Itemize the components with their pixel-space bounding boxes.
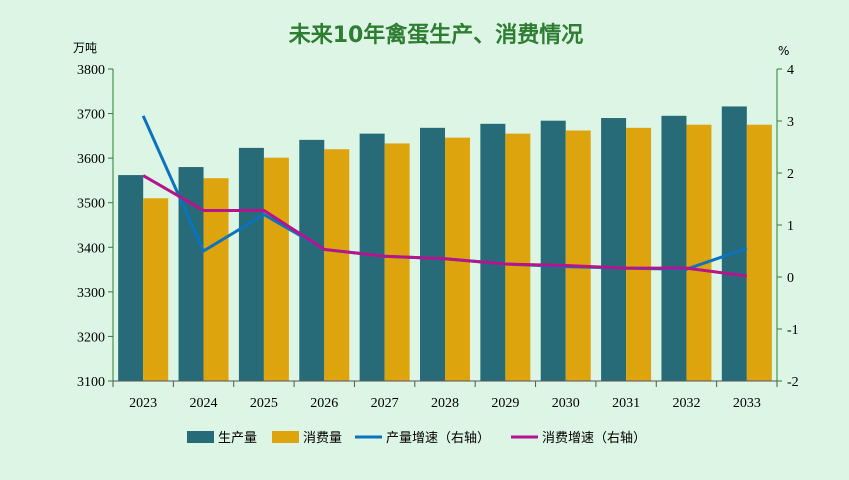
bar-consumption-2027 <box>384 143 410 381</box>
left-tick-label: 3100 <box>77 375 105 390</box>
bar-production-2023 <box>118 175 144 381</box>
bar-production-2029 <box>480 123 506 381</box>
x-tick-label: 2032 <box>672 396 700 411</box>
right-tick-label: 1 <box>787 219 794 234</box>
x-tick-label: 2026 <box>310 396 338 411</box>
left-tick-label: 3400 <box>77 241 105 256</box>
bars-layer <box>118 106 772 382</box>
x-tick-label: 2025 <box>250 396 278 411</box>
left-tick-label: 3600 <box>77 152 105 167</box>
left-tick-label: 3200 <box>77 330 105 345</box>
right-tick-label: 3 <box>787 115 794 130</box>
bar-consumption-2025 <box>263 157 289 381</box>
bar-consumption-2024 <box>203 178 229 381</box>
x-tick-label: 2029 <box>491 396 519 411</box>
x-tick-label: 2030 <box>552 396 580 411</box>
x-tick-label: 2028 <box>431 396 459 411</box>
right-tick-label: -2 <box>787 375 799 390</box>
bar-consumption-2033 <box>746 124 772 381</box>
legend-label: 消费增速（右轴） <box>542 431 646 446</box>
right-tick-label: 4 <box>787 63 794 78</box>
bar-production-2030 <box>540 120 566 382</box>
right-tick-label: -1 <box>787 323 799 338</box>
left-tick-label: 3800 <box>77 63 105 78</box>
legend-label: 生产量 <box>218 431 257 446</box>
left-tick-label: 3300 <box>77 286 105 301</box>
bar-consumption-2031 <box>626 127 652 381</box>
lines-layer <box>141 115 748 278</box>
legend: 生产量 消费量 产量增速（右轴） 消费增速（右轴） <box>187 431 646 446</box>
bar-production-2032 <box>661 115 687 382</box>
left-axis-unit: 万吨 <box>73 41 97 55</box>
line-consumption-growth <box>142 174 748 278</box>
left-tick-label: 3500 <box>77 197 105 212</box>
left-tick-label: 3700 <box>77 108 105 123</box>
bar-production-2033 <box>721 106 747 381</box>
right-axis-unit: % <box>778 44 789 58</box>
bar-production-2025 <box>238 147 264 381</box>
x-tick-label: 2033 <box>733 396 761 411</box>
bar-consumption-2032 <box>686 124 712 381</box>
right-tick-label: 2 <box>787 167 794 182</box>
bar-production-2026 <box>299 139 325 381</box>
right-tick-label: 0 <box>787 271 794 286</box>
legend-swatch <box>187 431 214 443</box>
bar-consumption-2029 <box>505 133 531 381</box>
legend-label: 产量增速（右轴） <box>386 431 490 446</box>
legend-label: 消费量 <box>303 431 342 446</box>
x-tick-label: 2023 <box>129 396 157 411</box>
bar-consumption-2023 <box>143 198 169 381</box>
x-tick-label: 2031 <box>612 396 640 411</box>
bar-consumption-2030 <box>565 130 591 381</box>
chart-title: 未来10年禽蛋生产、消费情况 <box>289 22 584 48</box>
bar-production-2031 <box>601 118 627 382</box>
bar-production-2027 <box>359 133 385 381</box>
x-tick-label: 2024 <box>190 396 218 411</box>
bar-consumption-2026 <box>324 149 350 381</box>
axes-layer: 3100 3200 3300 3400 3500 3600 3700 3800 -2 -1 0 1 2 3… <box>77 63 799 411</box>
legend-swatch <box>272 431 299 443</box>
bar-production-2028 <box>420 127 445 381</box>
x-tick-label: 2027 <box>371 396 399 411</box>
